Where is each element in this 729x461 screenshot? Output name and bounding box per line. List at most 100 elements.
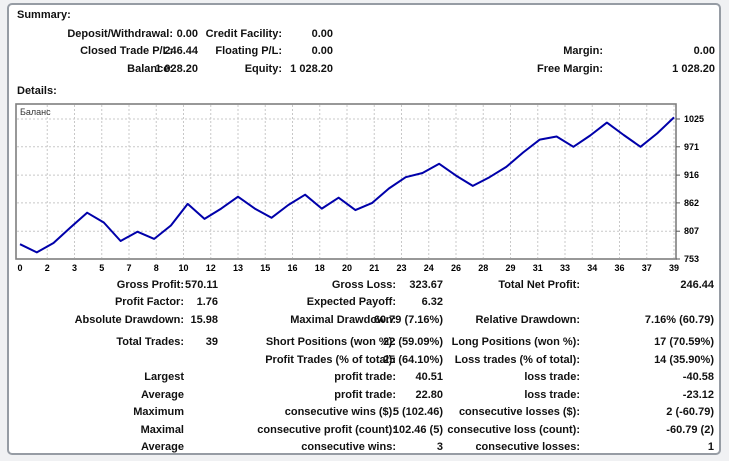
x-axis-tick-label: 8 [154, 263, 159, 273]
details-row: Profit Factor: 1.76 Expected Payoff: 6.32 [9, 296, 719, 310]
summary-label-1: Deposit/Withdrawal: [67, 28, 173, 40]
details-label-2: Short Positions (won %): [265, 336, 396, 348]
details-value-2: 3 [436, 441, 443, 453]
summary-value-3: 1 028.20 [672, 63, 715, 75]
summary-label-1: Balance: [127, 63, 173, 75]
x-axis-tick-label: 20 [342, 263, 352, 273]
x-axis-tick-label: 31 [533, 263, 543, 273]
details-value-2: 102.46 (5) [392, 424, 443, 436]
x-axis-tick-label: 36 [614, 263, 624, 273]
details-label-3: Long Positions (won %): [451, 336, 580, 348]
details-label-1: Absolute Drawdown: [74, 314, 184, 326]
details-value-3: 1 [707, 441, 714, 453]
summary-row: Balance: 1 028.20 Equity: 1 028.20 Free Marg… [9, 63, 719, 77]
y-axis-tick-label: 971 [684, 142, 699, 152]
details-value-3: 2 (-60.79) [666, 406, 714, 418]
details-value-1: 15.98 [190, 314, 218, 326]
summary-label-1: Closed Trade P/L: [80, 45, 173, 57]
details-value-1: 39 [205, 336, 218, 348]
details-value-2: 40.51 [415, 371, 443, 383]
summary-label-2: Floating P/L: [215, 45, 282, 57]
details-label-2: Maximal Drawdown: [290, 314, 396, 326]
details-label-3: consecutive losses ($): [458, 406, 580, 418]
details-row: Average profit trade: 22.80 loss trade: -23.… [9, 389, 719, 403]
details-label-1: Gross Profit: [116, 279, 184, 291]
details-label-3: consecutive losses: [475, 441, 580, 453]
x-axis-tick-label: 28 [478, 263, 488, 273]
summary-heading: Summary: [17, 9, 71, 21]
details-label-3: Loss trades (% of total): [454, 354, 580, 366]
details-label-1: Largest [144, 371, 184, 383]
details-label-2: consecutive wins: [301, 441, 396, 453]
summary-label-3: Margin: [563, 45, 603, 57]
summary-value-1: 1 028.20 [155, 63, 198, 75]
details-value-3: 7.16% (60.79) [644, 314, 714, 326]
details-value-2: 323.67 [409, 279, 443, 291]
details-value-2: 6.32 [421, 296, 443, 308]
details-label-1: Average [140, 389, 184, 401]
y-axis-tick-label: 753 [684, 254, 699, 264]
details-value-2: 5 (102.46) [392, 406, 443, 418]
details-label-3: loss trade: [524, 389, 580, 401]
details-label-3: consecutive loss (count): [447, 424, 580, 436]
y-axis-tick-label: 1025 [684, 114, 704, 124]
details-value-2: 22 (59.09%) [383, 336, 443, 348]
details-row: Total Trades: 39 Short Positions (won %): 2… [9, 336, 719, 350]
x-axis-tick-label: 29 [505, 263, 515, 273]
y-axis-tick-label: 916 [684, 170, 699, 180]
balance-line [19, 116, 675, 254]
details-value-1: 1.76 [196, 296, 218, 308]
report-panel: Summary: Deposit/Withdrawal: 0.00 Credit F… [7, 3, 721, 455]
chart-plot-area [15, 103, 677, 260]
details-label-2: Profit Trades (% of total): [265, 354, 396, 366]
details-label-1: Average [140, 441, 184, 453]
details-label-2: consecutive wins ($): [284, 406, 396, 418]
details-label-2: profit trade: [334, 371, 396, 383]
details-label-3: Total Net Profit: [498, 279, 580, 291]
details-label-1: Total Trades: [116, 336, 184, 348]
details-row: Largest profit trade: 40.51 loss trade: -40.… [9, 371, 719, 385]
details-value-2: 60.79 (7.16%) [373, 314, 443, 326]
x-axis-tick-label: 13 [233, 263, 243, 273]
x-axis-tick-label: 39 [669, 263, 679, 273]
x-axis-tick-label: 12 [206, 263, 216, 273]
summary-value-1: 0.00 [176, 28, 198, 40]
details-label-3: Relative Drawdown: [475, 314, 580, 326]
details-value-3: -23.12 [682, 389, 714, 401]
summary-value-2: 0.00 [311, 28, 333, 40]
x-axis-tick-label: 21 [369, 263, 379, 273]
x-axis-tick-label: 34 [587, 263, 597, 273]
details-row: Profit Trades (% of total): 25 (64.10%) Lo… [9, 354, 719, 368]
x-axis-tick-label: 7 [126, 263, 131, 273]
x-axis-tick-label: 0 [17, 263, 22, 273]
chart-legend-label: Баланс [20, 107, 51, 117]
x-axis-tick-label: 33 [560, 263, 570, 273]
summary-label-2: Equity: [244, 63, 282, 75]
details-label-2: profit trade: [334, 389, 396, 401]
y-axis-tick-label: 862 [684, 198, 699, 208]
x-axis-tick-label: 3 [72, 263, 77, 273]
x-axis-tick-label: 10 [178, 263, 188, 273]
details-row: Maximal consecutive profit (count): 102.46… [9, 424, 719, 438]
details-label-2: Expected Payoff: [306, 296, 396, 308]
x-axis-tick-label: 23 [396, 263, 406, 273]
summary-row: Closed Trade P/L: 246.44 Floating P/L: 0.00… [9, 45, 719, 59]
summary-value-3: 0.00 [693, 45, 715, 57]
x-axis-tick-label: 15 [260, 263, 270, 273]
details-value-1: 570.11 [184, 279, 218, 291]
x-axis-tick-label: 37 [642, 263, 652, 273]
summary-label-2: Credit Facility: [205, 28, 282, 40]
x-axis-tick-label: 18 [315, 263, 325, 273]
x-axis-tick-label: 2 [45, 263, 50, 273]
details-value-3: -60.79 (2) [666, 424, 714, 436]
details-heading: Details: [17, 85, 57, 97]
details-row: Gross Profit: 570.11 Gross Loss: 323.67 Tota… [9, 279, 719, 293]
details-value-3: -40.58 [682, 371, 714, 383]
x-axis-tick-label: 16 [287, 263, 297, 273]
details-row: Absolute Drawdown: 15.98 Maximal Drawdown:… [9, 314, 719, 328]
summary-value-1: 246.44 [164, 45, 198, 57]
details-value-3: 14 (35.90%) [654, 354, 714, 366]
details-label-2: consecutive profit (count): [257, 424, 396, 436]
